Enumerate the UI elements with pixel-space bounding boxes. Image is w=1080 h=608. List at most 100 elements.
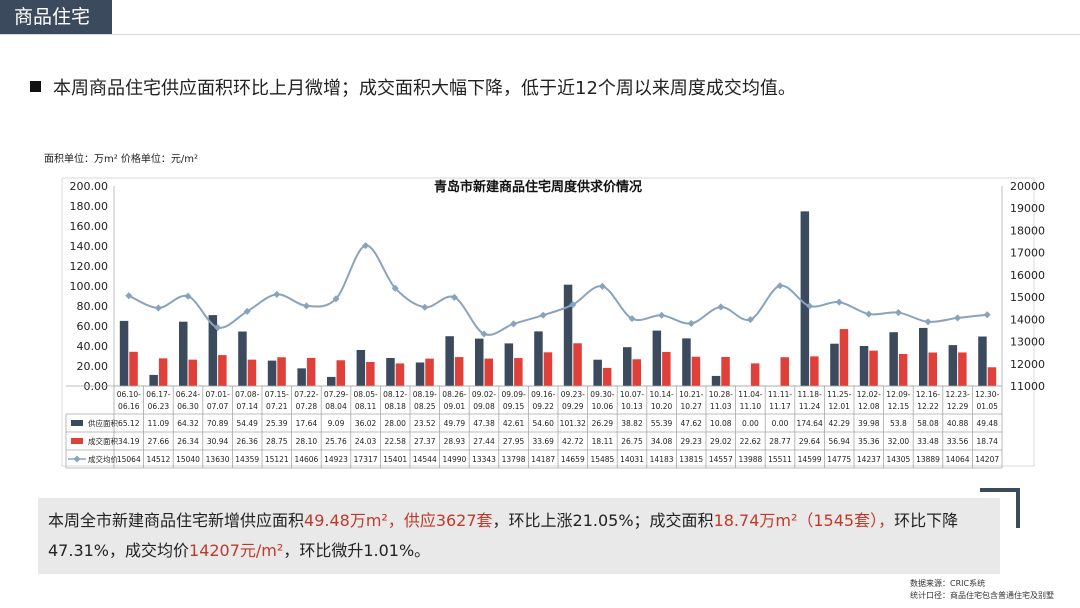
table-value-label: 26.75 <box>621 437 643 446</box>
price-point <box>894 309 902 317</box>
table-value-label: 25.76 <box>325 437 347 446</box>
table-value-label: 13343 <box>472 455 496 464</box>
x-tick-label: 08.19- <box>413 390 437 399</box>
table-value-label: 14775 <box>827 455 851 464</box>
bar-deal <box>425 358 434 386</box>
table-value-label: 22.62 <box>740 437 762 446</box>
y-right-tick-label: 17000 <box>1010 247 1045 260</box>
table-value-label: 101.32 <box>560 419 586 428</box>
table-value-label: 33.56 <box>947 437 969 446</box>
table-value-label: 55.39 <box>651 419 673 428</box>
source-line-1: 数据来源：CRIC系统 <box>910 579 986 588</box>
table-value-label: 15121 <box>265 455 289 464</box>
x-tick-label: 10.07- <box>620 390 644 399</box>
y-right-tick-label: 11000 <box>1010 380 1045 393</box>
table-value-label: 23.52 <box>414 419 436 428</box>
bar-supply <box>830 343 839 386</box>
table-value-label: 15401 <box>383 455 407 464</box>
y-left-tick-label: 80.00 <box>77 300 109 313</box>
legend-label: 成交均价 <box>88 454 118 464</box>
bar-supply <box>149 374 158 386</box>
table-value-label: 28.77 <box>769 437 791 446</box>
y-right-tick-label: 20000 <box>1010 180 1045 193</box>
table-value-label: 25.39 <box>266 419 288 428</box>
x-tick-label: 09.29 <box>562 402 584 411</box>
price-point <box>510 320 518 328</box>
price-point <box>154 304 162 312</box>
x-tick-label: 12.01 <box>828 402 850 411</box>
price-point <box>776 282 784 290</box>
table-value-label: 47.38 <box>473 419 495 428</box>
bar-supply <box>889 332 898 386</box>
table-value-label: 14544 <box>413 455 437 464</box>
bar-supply <box>208 315 218 386</box>
table-value-label: 14031 <box>620 455 644 464</box>
x-tick-label: 07.07 <box>207 402 229 411</box>
table-value-label: 47.62 <box>680 419 702 428</box>
table-value-label: 42.61 <box>503 419 525 428</box>
price-point <box>658 311 666 319</box>
bar-deal <box>395 363 405 386</box>
price-point <box>391 284 399 292</box>
bar-deal <box>129 351 138 386</box>
x-tick-label: 12.15 <box>888 402 910 411</box>
bar-supply <box>682 338 691 386</box>
table-value-label: 65.12 <box>118 419 140 428</box>
table-value-label: 30.94 <box>207 437 229 446</box>
x-tick-label: 08.12- <box>383 390 407 399</box>
price-point <box>362 242 370 250</box>
bar-supply <box>327 376 336 386</box>
x-tick-label: 09.16- <box>531 390 555 399</box>
price-point <box>983 311 991 319</box>
x-tick-label: 10.28- <box>709 390 733 399</box>
table-value-label: 13815 <box>679 455 703 464</box>
y-left-tick-label: 40.00 <box>77 340 109 353</box>
x-tick-label: 11.24 <box>799 402 821 411</box>
section-tag: 商品住宅 <box>0 0 112 34</box>
table-value-label: 49.79 <box>444 419 466 428</box>
x-tick-label: 11.25- <box>827 390 851 399</box>
table-value-label: 35.36 <box>858 437 880 446</box>
table-value-label: 0.00 <box>742 419 759 428</box>
x-tick-label: 08.11 <box>355 402 377 411</box>
x-tick-label: 09.30- <box>590 390 614 399</box>
bar-supply <box>623 347 632 386</box>
headline-text: 本周商品住宅供应面积环比上月微增；成交面积大幅下降，低于近12个周以来周度成交均… <box>53 78 796 99</box>
summary-text-2: ，环比上涨21.05%；成交面积 <box>492 511 714 530</box>
table-value-label: 26.34 <box>177 437 199 446</box>
summary-text-3: 环比下降47.31%，成交均价 <box>48 511 959 560</box>
x-tick-label: 10.27 <box>680 402 702 411</box>
table-value-label: 26.36 <box>236 437 258 446</box>
x-tick-label: 06.10- <box>117 390 141 399</box>
price-point <box>717 303 725 311</box>
bar-supply <box>711 375 721 386</box>
table-value-label: 14237 <box>857 455 881 464</box>
table-value-label: 11.09 <box>148 419 170 428</box>
chart-title: 青岛市新建商品住宅周度供求价情况 <box>434 179 642 195</box>
bar-deal <box>247 359 257 386</box>
table-value-label: 39.98 <box>858 419 880 428</box>
legend-key-supply <box>71 420 83 426</box>
summary-text-1: 本周全市新建商品住宅新增供应面积 <box>48 511 305 530</box>
table-value-label: 22.58 <box>384 437 406 446</box>
bar-supply <box>179 321 188 386</box>
x-tick-label: 11.03 <box>710 402 732 411</box>
bar-deal <box>662 351 671 386</box>
y-left-tick-label: 20.00 <box>77 360 109 373</box>
price-point <box>421 303 429 311</box>
price-point <box>687 319 695 327</box>
table-value-label: 18.11 <box>592 437 614 446</box>
x-tick-label: 01.05 <box>976 402 998 411</box>
table-value-label: 15485 <box>590 455 614 464</box>
bar-deal <box>277 357 286 386</box>
bar-supply <box>919 327 928 386</box>
bar-deal <box>514 358 523 386</box>
summary-highlight-price: 14207元/m² <box>189 541 284 560</box>
x-tick-label: 07.22- <box>294 390 318 399</box>
x-tick-label: 06.23 <box>148 402 170 411</box>
x-tick-label: 12.02- <box>857 390 881 399</box>
bar-deal <box>750 363 760 386</box>
bar-deal <box>306 357 316 386</box>
y-left-tick-label: 60.00 <box>77 320 109 333</box>
bar-supply <box>119 320 129 386</box>
